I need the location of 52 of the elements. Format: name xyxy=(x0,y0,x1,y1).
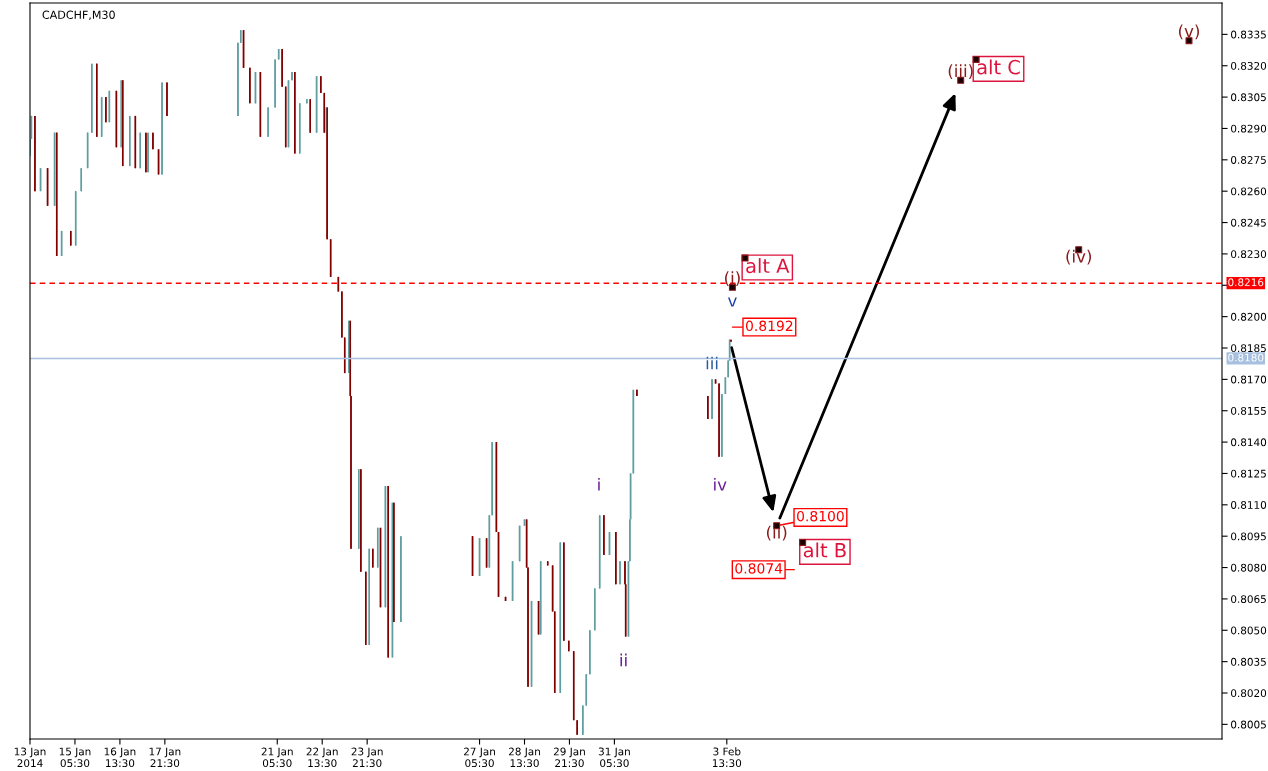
annotation: 0.8074 xyxy=(735,563,783,574)
y-tick-label: 0.8170 xyxy=(1231,375,1267,384)
y-tick-label: 0.8155 xyxy=(1231,406,1266,415)
y-tick-label: 0.8245 xyxy=(1231,218,1266,227)
x-tick-label: 3 Feb 13:30 xyxy=(712,747,742,768)
x-tick-label: 17 Jan 21:30 xyxy=(149,747,181,768)
y-tick-label: 0.8125 xyxy=(1231,469,1266,478)
annotation: alt C xyxy=(977,59,1020,75)
y-tick-label: 0.8065 xyxy=(1231,595,1266,604)
y-tick-label: 0.8290 xyxy=(1231,124,1267,133)
x-tick-label: 29 Jan 21:30 xyxy=(553,747,585,768)
y-tick-label: 0.8035 xyxy=(1231,657,1266,666)
y-tick-label: 0.8305 xyxy=(1231,93,1266,102)
y-tick-label: 0.8020 xyxy=(1231,689,1267,698)
text: CADCHF,M30 xyxy=(42,10,115,21)
y-tick-label: 0.8005 xyxy=(1231,720,1266,729)
y-tick-label: 0.8320 xyxy=(1231,61,1267,70)
y-tick-label: 0.8185 xyxy=(1231,344,1266,353)
x-tick-label: 31 Jan 05:30 xyxy=(598,747,630,768)
annotation: ii xyxy=(620,653,627,667)
annotation: (i) xyxy=(725,271,740,287)
x-tick-label: 22 Jan 13:30 xyxy=(306,747,338,768)
annotation: alt B xyxy=(803,542,846,558)
x-tick-label: 15 Jan 05:30 xyxy=(59,747,91,768)
ref-line-label: 0.8180 xyxy=(1228,353,1264,362)
annotation: v xyxy=(727,297,737,307)
x-tick-label: 13 Jan 2014 xyxy=(14,747,46,768)
annotation: alt A xyxy=(746,258,790,274)
annotation: iii xyxy=(706,356,718,370)
x-tick-label: 21 Jan 05:30 xyxy=(261,747,293,768)
annotation: 0.8100 xyxy=(797,510,844,522)
ref-line-label: 0.8216 xyxy=(1228,278,1264,287)
x-tick-label: 23 Jan 21:30 xyxy=(351,747,383,768)
x-tick-label: 16 Jan 13:30 xyxy=(104,747,136,768)
annotation: (v) xyxy=(1178,24,1199,40)
annotation: (iv) xyxy=(1066,249,1092,265)
x-tick-label: 28 Jan 13:30 xyxy=(508,747,540,768)
y-tick-label: 0.8275 xyxy=(1231,156,1266,164)
annotation: (iii) xyxy=(948,64,973,80)
y-tick-label: 0.8080 xyxy=(1231,563,1267,572)
annotation: iv xyxy=(714,477,727,491)
y-tick-label: 0.8095 xyxy=(1231,532,1266,541)
y-tick-label: 0.8110 xyxy=(1231,501,1267,509)
y-tick-label: 0.8260 xyxy=(1231,187,1267,196)
annotation: i xyxy=(598,477,600,491)
y-tick-label: 0.8335 xyxy=(1231,30,1266,39)
y-tick-label: 0.8140 xyxy=(1231,438,1267,447)
y-tick-label: 0.8200 xyxy=(1231,312,1267,321)
x-tick-label: 27 Jan 05:30 xyxy=(464,747,495,768)
y-tick-label: 0.8230 xyxy=(1231,250,1267,259)
annotation: 0.8192 xyxy=(745,320,793,332)
y-tick-label: 0.8050 xyxy=(1231,626,1267,635)
